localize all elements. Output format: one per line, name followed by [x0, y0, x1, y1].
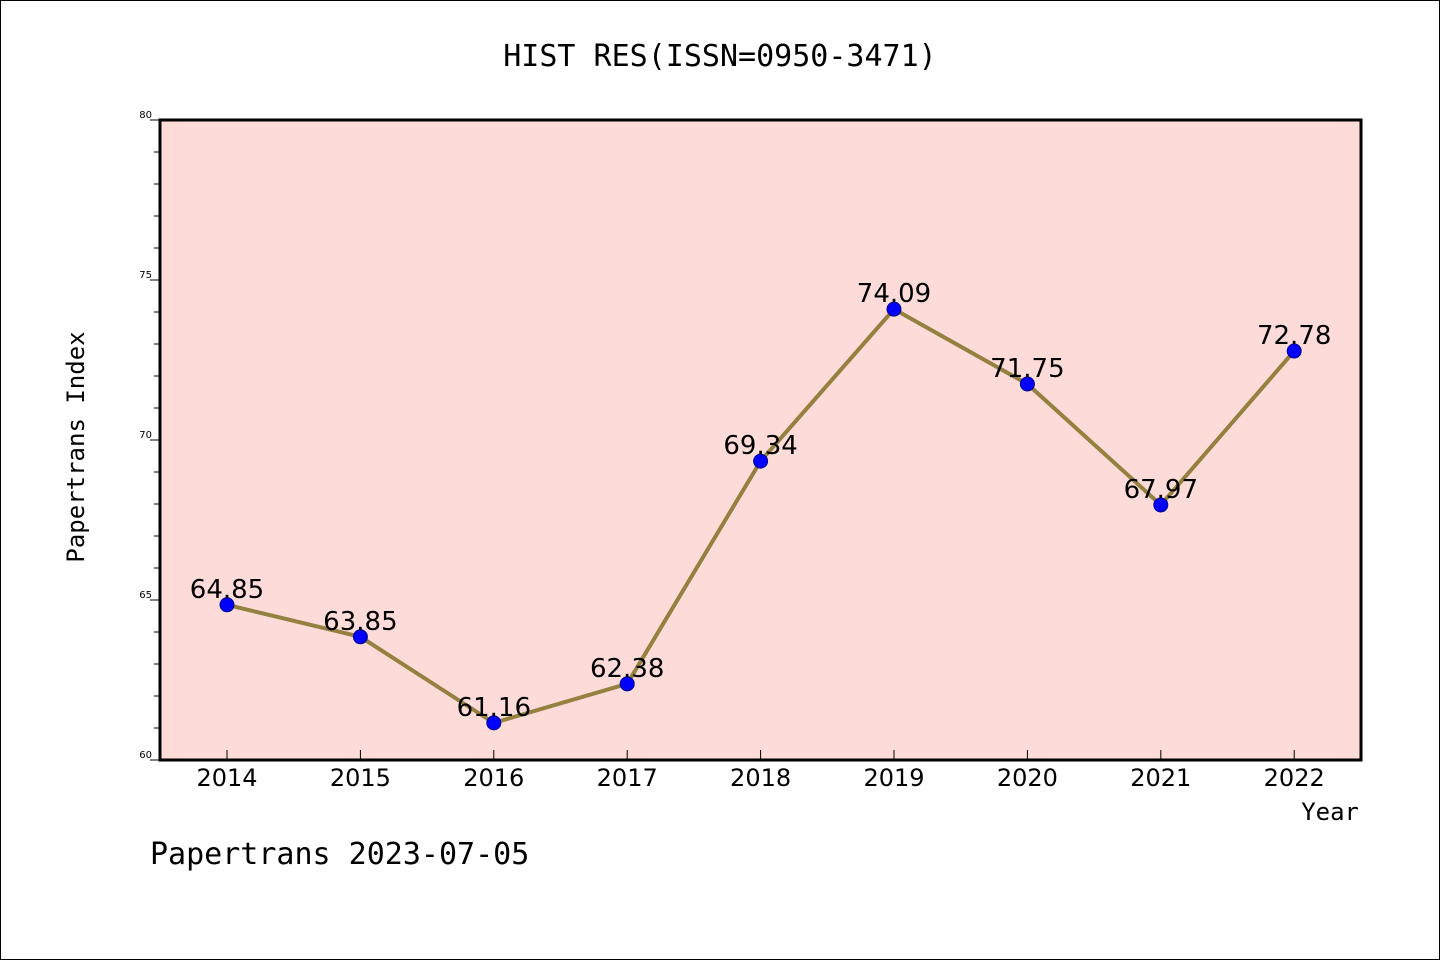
- footer-date-label: Papertrans 2023-07-05: [150, 837, 529, 872]
- series-papertrans-index: 64.85 63.85 61.16 62.38 69.34 74.09 71.75 67.97…: [190, 279, 1331, 731]
- chart-title: HIST RES(ISSN=0950-3471): [503, 39, 936, 74]
- data-point-marker: [1286, 343, 1302, 359]
- data-point-marker: [1019, 376, 1035, 392]
- x-tick-label: 2017: [597, 764, 658, 792]
- data-point-marker: [219, 597, 235, 613]
- x-tick-label: 2016: [463, 764, 524, 792]
- data-point-marker: [352, 629, 368, 645]
- x-axis-label: Year: [1301, 798, 1359, 826]
- y-axis-label: Papertrans Index: [62, 331, 90, 562]
- x-tick-label: 2019: [863, 764, 924, 792]
- data-point-marker: [886, 301, 902, 317]
- x-tick-label: 2020: [997, 764, 1058, 792]
- data-label: 62.38: [590, 654, 664, 684]
- data-label: 61.16: [457, 693, 531, 723]
- x-tick-label: 2021: [1130, 764, 1191, 792]
- x-tick-label: 2014: [196, 764, 257, 792]
- y-tick-label: 75: [139, 270, 152, 281]
- data-label: 63.85: [323, 607, 397, 637]
- plot-area: [158, 118, 1363, 762]
- y-axis-ticks: 60 65 70 75 80: [139, 110, 152, 761]
- data-label: 71.75: [990, 354, 1064, 384]
- y-tick-label: 80: [139, 110, 152, 121]
- x-tick-label: 2022: [1264, 764, 1325, 792]
- x-tick-label: 2018: [730, 764, 791, 792]
- y-minor-ticks: [150, 119, 160, 761]
- y-tick-label: 65: [139, 590, 152, 601]
- data-point-marker: [619, 676, 635, 692]
- data-label: 67.97: [1124, 475, 1198, 505]
- y-tick-label: 60: [139, 750, 152, 761]
- x-tick-label: 2015: [330, 764, 391, 792]
- data-point-marker: [1153, 497, 1169, 513]
- data-point-marker: [486, 715, 502, 731]
- data-point-marker: [753, 453, 769, 469]
- data-label: 72.78: [1257, 321, 1331, 351]
- data-label: 64.85: [190, 575, 264, 605]
- data-label: 74.09: [857, 279, 931, 309]
- data-label: 69.34: [723, 431, 797, 461]
- y-tick-label: 70: [139, 430, 152, 441]
- x-axis-ticks: 2014 2015 2016 2017 2018 2019 2020 2021 2022: [196, 750, 1325, 792]
